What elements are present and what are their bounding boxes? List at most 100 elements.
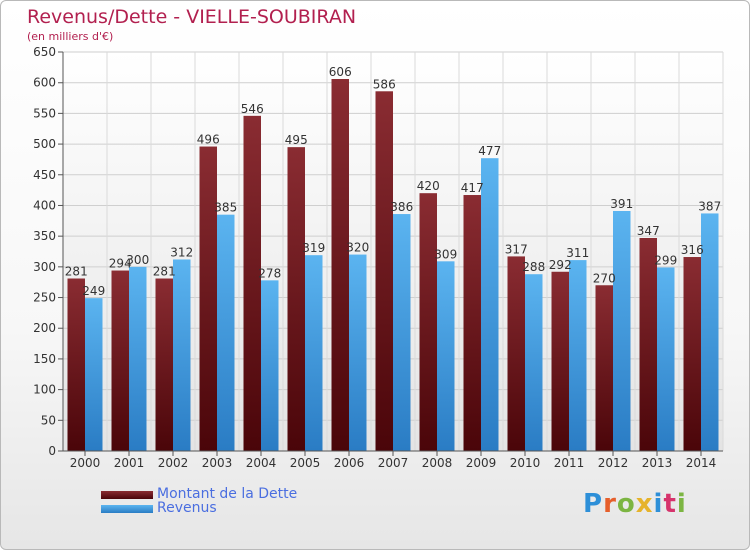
data-label: 495	[285, 133, 308, 147]
bar-revenue	[173, 259, 191, 451]
bar-revenue	[85, 298, 103, 451]
logo-letter: P	[583, 489, 604, 519]
logo-letter: r	[603, 489, 617, 519]
data-label: 391	[610, 197, 633, 211]
data-label: 309	[434, 247, 457, 261]
bar-revenue	[569, 260, 587, 451]
logo-letter: o	[616, 489, 636, 519]
data-label: 278	[258, 266, 281, 280]
legend-swatch-revenue	[101, 505, 153, 513]
legend-label-debt: Montant de la Dette	[157, 486, 298, 502]
x-tick-label: 2007	[378, 456, 409, 470]
data-label: 417	[461, 181, 484, 195]
data-label: 300	[126, 253, 149, 267]
data-label: 347	[637, 224, 660, 238]
x-tick-label: 2001	[114, 456, 145, 470]
bar-debt	[507, 256, 525, 451]
bar-debt	[595, 285, 613, 451]
bar-revenue	[525, 274, 543, 451]
bar-debt	[243, 115, 261, 451]
y-tick-label: 400	[33, 198, 56, 212]
data-label: 420	[417, 179, 440, 193]
y-tick-label: 100	[33, 383, 56, 397]
bar-revenue	[613, 210, 631, 451]
bar-debt	[639, 237, 657, 451]
x-tick-label: 2014	[686, 456, 717, 470]
x-tick-label: 2012	[598, 456, 629, 470]
x-tick-label: 2003	[202, 456, 233, 470]
data-label: 316	[681, 243, 704, 257]
data-label: 292	[549, 258, 572, 272]
chart-subtitle: (en milliers d'€)	[27, 30, 114, 43]
data-label: 270	[593, 271, 616, 285]
bar-debt	[287, 147, 305, 451]
legend-label-revenue: Revenus	[157, 500, 217, 516]
y-tick-label: 250	[33, 291, 56, 305]
data-label: 281	[153, 265, 176, 279]
logo-letter: t	[663, 489, 677, 519]
bar-revenue	[657, 267, 675, 451]
data-label: 281	[65, 265, 88, 279]
bar-debt	[419, 193, 437, 451]
legend-swatch-debt	[101, 491, 153, 499]
data-label: 386	[390, 200, 413, 214]
bar-debt	[67, 278, 85, 451]
bar-debt	[155, 278, 173, 451]
chart-title: Revenus/Dette - VIELLE-SOUBIRAN	[27, 6, 357, 28]
data-label: 319	[302, 241, 325, 255]
y-tick-label: 300	[33, 260, 56, 274]
x-tick-label: 2000	[70, 456, 101, 470]
data-label: 546	[241, 102, 264, 116]
bar-revenue	[261, 280, 279, 451]
bar-debt	[551, 271, 569, 451]
bar-revenue	[701, 213, 719, 451]
y-tick-label: 150	[33, 352, 56, 366]
bar-revenue	[437, 261, 455, 451]
bar-debt	[331, 79, 349, 452]
bar-debt	[375, 91, 393, 451]
data-label: 320	[346, 241, 369, 255]
bar-debt	[199, 146, 217, 452]
data-label: 317	[505, 242, 528, 256]
data-label: 288	[522, 260, 545, 274]
y-tick-label: 600	[33, 76, 56, 90]
bar-revenue	[217, 214, 235, 451]
bar-revenue	[305, 255, 323, 451]
x-tick-label: 2013	[642, 456, 673, 470]
bar-revenue	[393, 214, 411, 451]
data-label: 299	[654, 253, 677, 267]
y-tick-label: 450	[33, 168, 56, 182]
y-tick-label: 200	[33, 321, 56, 335]
x-tick-label: 2010	[510, 456, 541, 470]
data-label: 311	[566, 246, 589, 260]
logo-letter: i	[676, 489, 687, 519]
y-tick-label: 550	[33, 106, 56, 120]
x-tick-label: 2004	[246, 456, 277, 470]
bar-revenue	[129, 266, 147, 451]
logo-letter: x	[635, 489, 654, 519]
bar-debt	[463, 195, 481, 451]
data-label: 496	[197, 133, 220, 147]
data-label: 477	[478, 144, 501, 158]
proxiti-logo: Proxiti	[583, 489, 687, 519]
bar-debt	[683, 257, 701, 451]
y-tick-label: 350	[33, 229, 56, 243]
data-label: 606	[329, 65, 352, 79]
data-label: 387	[698, 199, 721, 213]
y-tick-label: 650	[33, 45, 56, 59]
y-tick-label: 50	[41, 413, 56, 427]
x-tick-label: 2011	[554, 456, 585, 470]
logo-letter: i	[653, 489, 664, 519]
x-tick-label: 2009	[466, 456, 497, 470]
bar-revenue	[349, 254, 367, 451]
x-tick-label: 2008	[422, 456, 453, 470]
y-tick-label: 0	[48, 444, 56, 458]
y-tick-label: 500	[33, 137, 56, 151]
bar-revenue	[481, 158, 499, 452]
data-label: 249	[82, 284, 105, 298]
bar-debt	[111, 270, 129, 451]
x-tick-label: 2005	[290, 456, 321, 470]
data-label: 586	[373, 77, 396, 91]
